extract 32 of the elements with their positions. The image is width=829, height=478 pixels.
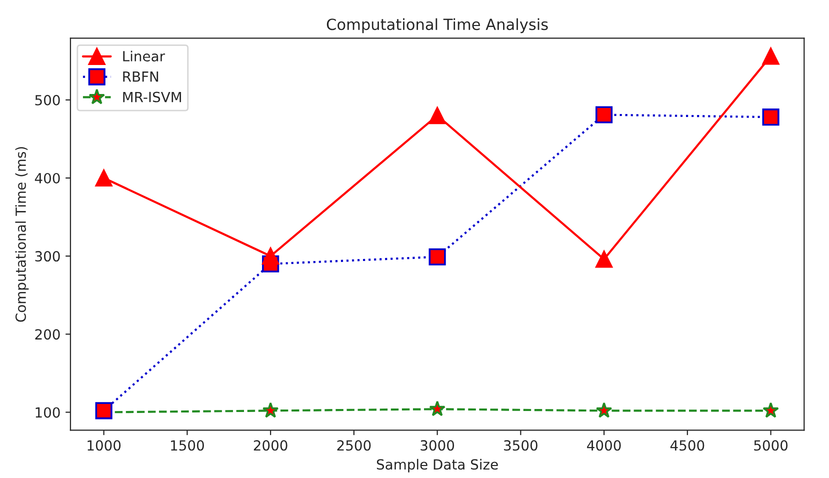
x-tick-label: 5000	[754, 440, 788, 451]
y-tick-label: 100	[36, 407, 60, 418]
x-tick-label: 2000	[254, 440, 288, 451]
x-tick-label: 2500	[337, 440, 371, 451]
x-tick-label: 4500	[670, 440, 704, 451]
legend-label: MR-ISVM	[123, 92, 181, 102]
x-axis-title: Sample Data Size	[376, 458, 498, 472]
y-tick-label: 200	[35, 329, 60, 340]
point	[262, 248, 280, 265]
x-tick-label: 3000	[420, 440, 454, 451]
legend-label: Linear	[123, 50, 166, 62]
y-tick-label: 500	[35, 94, 60, 106]
y-tick-label: 400	[34, 172, 60, 184]
point	[595, 106, 613, 124]
point	[762, 48, 780, 65]
point	[428, 106, 446, 124]
x-tick-label: 1500	[171, 440, 204, 451]
point	[428, 248, 446, 266]
point	[95, 169, 112, 187]
point	[596, 402, 612, 418]
chart-title: Computational Time Analysis	[326, 18, 548, 34]
point	[262, 402, 279, 418]
x-tick-label: 4000	[587, 440, 621, 451]
point	[762, 108, 780, 126]
legend-label: RBFN	[123, 72, 158, 82]
point	[595, 250, 613, 268]
point	[762, 402, 779, 418]
x-tick-label: 1000	[88, 440, 121, 451]
x-tick-label: 3500	[504, 440, 538, 451]
y-tick-label: 300	[35, 251, 60, 262]
point	[429, 400, 446, 416]
y-axis-title: Computational Time (ms)	[15, 147, 29, 322]
